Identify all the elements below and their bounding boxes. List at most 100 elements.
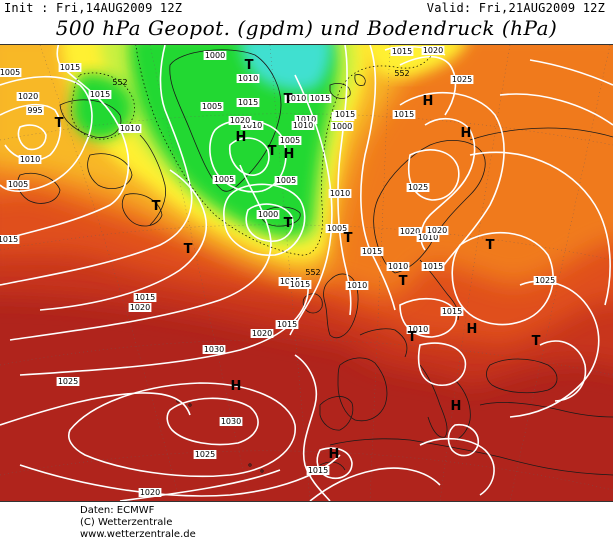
isobar-label-bg [6,180,30,189]
isobar-label: 1005 [0,68,20,77]
isobar-label: 1000 [205,51,225,60]
isobar-label: 1005 [8,180,28,189]
footer-website: www.wetterzentrale.de [80,529,196,540]
isobar-label-bg [228,116,252,125]
isobar-label: 1015 [0,235,18,244]
isobar-label: 1010 [242,121,262,130]
isobar-label-bg [306,466,330,475]
low-pressure-center: T [268,144,277,159]
init-time: Init : Fri,14AUG2009 12Z [4,1,183,15]
map-title: 500 hPa Geopot. (gpdm) und Bodendruck (h… [55,16,558,40]
isobar-label-bg [398,227,422,236]
footer-credits: Daten: ECMWF (C) Wetterzentrale www.wett… [80,505,196,541]
isobar-label: 1005 [214,175,234,184]
isobar-label-bg [278,136,302,145]
isobar-label-bg [345,281,369,290]
isobar-label: 1015 [394,110,414,119]
isobar-label: 1010 [293,121,313,130]
isobar-label: 1020 [230,116,250,125]
footer-data-source: Daten: ECMWF [80,505,155,516]
footer-copyright: (C) Wetterzentrale [80,517,173,528]
isobar-label-bg [202,345,226,354]
isobar-label: 1005 [280,136,300,145]
low-pressure-center: T [245,58,254,73]
low-pressure-center: T [344,231,353,246]
low-pressure-center: T [184,242,193,257]
isobar-label: 1015 [277,320,297,329]
coastlines [17,49,613,476]
isobar-label: 1025 [195,450,215,459]
isobar-label: 1010 [286,94,306,103]
isobar-label: 1020 [140,488,160,497]
isobar-label-bg [421,46,445,55]
isobar-label: 1010 [20,155,40,164]
isobar-label-bg [193,450,217,459]
isobar-label: 1000 [258,210,278,219]
isobar-label: 1005 [276,176,296,185]
high-pressure-center: H [236,130,247,145]
low-pressure-center: T [284,92,293,107]
isobar-label: 1025 [58,377,78,386]
isobar-label-bg [219,417,243,426]
isobar-label: 1015 [423,262,443,271]
isobar-label-bg [200,102,224,111]
isobar-label-bg [325,224,349,233]
high-pressure-center: H [451,399,462,414]
isobar-label: 1000 [332,122,352,131]
isobar-label-bg [133,293,157,302]
isobar-label: 1010 [330,189,350,198]
isobar-label: 1030 [204,345,224,354]
isobar-label-bg [212,175,236,184]
geopotential-label: 552 [394,69,409,78]
geopotential-552-contour [70,45,439,256]
isobar-label: 1015 [238,98,258,107]
weather-map: 1005 1015 1020 1015 1010 995 1000 1005 1010 1015 1… [0,44,613,502]
geopotential-labels: 552 552 552 [112,69,409,277]
isobar-label: 1030 [221,417,241,426]
isobar-label: 1015 [310,94,330,103]
high-pressure-center: H [231,379,242,394]
isobar-label-bg [16,92,40,101]
geopotential-label: 552 [305,268,320,277]
valid-time: Valid: Fri,21AUG2009 12Z [426,1,605,15]
isobar-label-bg [330,122,354,131]
isobar-label-bg [284,94,308,103]
isobars [0,45,613,501]
isobar-label: 1015 [135,293,155,302]
isobar-label-bg [450,75,474,84]
geopotential-label: 552 [112,78,127,87]
isobar-label: 1020 [427,226,447,235]
isobar-label-bg [421,262,445,271]
isobar-label-bg [203,51,227,60]
high-pressure-center: H [461,126,472,141]
isobar-label-bg [308,94,332,103]
isobar-label: 1010 [347,281,367,290]
isobar-label-bg [275,320,299,329]
low-pressure-center: T [55,116,64,131]
isobar-label-bg [236,98,260,107]
high-pressure-center: H [284,147,295,162]
isobar-label: 1020 [423,46,443,55]
isobar-label-bg [128,303,152,312]
low-pressure-center: T [399,274,408,289]
isobar-label-bg [240,121,264,130]
isobar-label: 1015 [335,110,355,119]
isobar-label-bg [360,247,384,256]
isobar-label: 1015 [308,466,328,475]
isobar-label: 1025 [408,183,428,192]
isobar-label-bg [0,235,20,244]
isobar-label: 1025 [452,75,472,84]
isobar-label: 1015 [90,90,110,99]
isobar-label-bg [0,68,22,77]
isobar-label: 1010 [120,124,140,133]
low-pressure-center: T [532,334,541,349]
isobar-label: 1010 [388,262,408,271]
isobar-label-bg [294,115,318,124]
isobar-label-bg [58,63,82,72]
isobar-label-bg [138,488,162,497]
isobar-label: 1010 [418,233,438,242]
isobar-label-bg [88,90,112,99]
isobar-label-bg [392,110,416,119]
